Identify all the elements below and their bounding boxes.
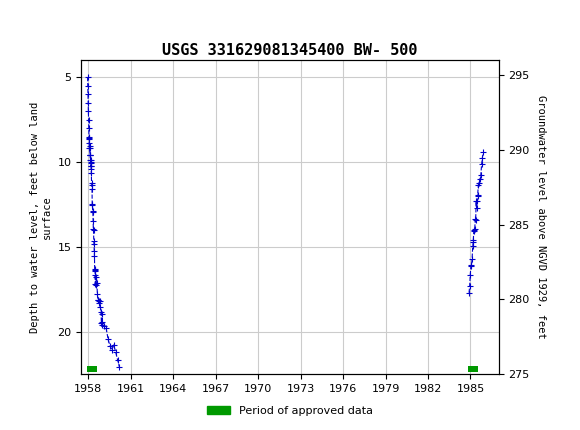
Y-axis label: Depth to water level, feet below land
surface: Depth to water level, feet below land su…: [30, 101, 52, 333]
Legend: Period of approved data: Period of approved data: [203, 401, 377, 420]
Y-axis label: Groundwater level above NGVD 1929, feet: Groundwater level above NGVD 1929, feet: [536, 95, 546, 339]
Text: ▒USGS: ▒USGS: [12, 16, 86, 36]
Bar: [87, 366, 97, 372]
Bar: [469, 366, 477, 372]
Title: USGS 331629081345400 BW- 500: USGS 331629081345400 BW- 500: [162, 43, 418, 58]
